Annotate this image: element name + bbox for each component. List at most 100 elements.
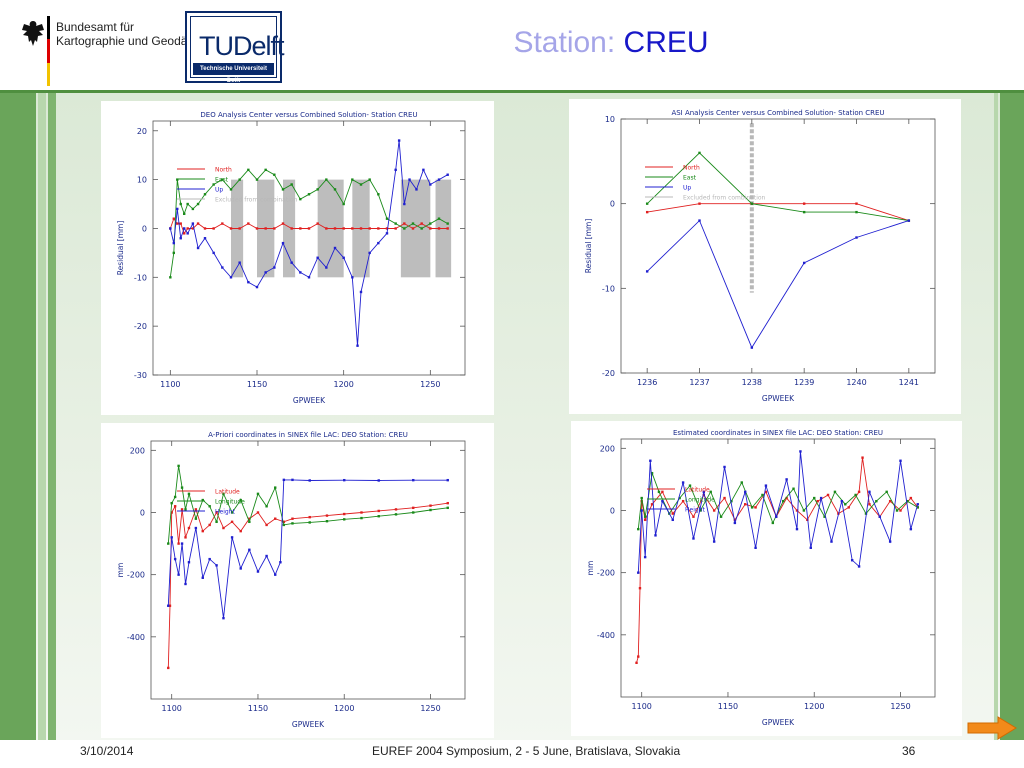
series-point: [184, 508, 187, 511]
series-point: [281, 241, 285, 245]
series-point: [854, 493, 857, 497]
series-point: [274, 573, 277, 576]
legend-label: North: [215, 167, 232, 174]
series-point: [179, 222, 182, 225]
series-point: [351, 227, 354, 230]
series-point: [826, 493, 830, 497]
series-point: [771, 521, 775, 525]
series-point: [170, 501, 173, 505]
series-point: [909, 496, 913, 500]
y-axis-label: Residual [mm]: [116, 221, 125, 276]
series-point: [661, 499, 664, 503]
series-point: [265, 554, 268, 558]
y-tick-label: 0: [140, 508, 145, 517]
y-axis-label: Residual [mm]: [584, 219, 593, 274]
series-point: [650, 471, 654, 475]
series-point: [180, 486, 184, 489]
series-point: [230, 536, 234, 539]
series-point: [645, 210, 649, 214]
series-point: [212, 251, 215, 255]
series-point: [637, 527, 640, 531]
legend-label: East: [683, 175, 697, 182]
series-point: [173, 495, 177, 499]
right-stripe-light: [994, 93, 998, 740]
series-point: [868, 503, 871, 506]
series-point: [429, 222, 432, 225]
legend-label: Latitude: [685, 487, 710, 494]
series-point: [316, 222, 319, 225]
y-tick-label: 0: [610, 200, 615, 209]
y-tick-label: 10: [137, 176, 147, 185]
series-line-up: [169, 140, 448, 346]
series-point: [792, 487, 795, 490]
series-point: [186, 232, 189, 235]
series-point: [222, 616, 225, 620]
footer-date: 3/10/2014: [80, 744, 134, 758]
series-point: [167, 542, 170, 545]
plot-frame: [152, 120, 466, 376]
series-point: [645, 202, 649, 205]
series-point: [692, 515, 695, 518]
series-point: [916, 506, 919, 509]
series-point: [208, 505, 211, 508]
series-point: [183, 212, 186, 216]
series-point: [307, 193, 311, 196]
legend-label: Excluded from combination: [215, 197, 298, 204]
series-point: [857, 490, 861, 494]
series-point: [229, 276, 233, 279]
series-point: [201, 498, 204, 502]
series-point: [733, 518, 737, 522]
series-point: [429, 504, 432, 507]
series-point: [187, 526, 191, 530]
series-point: [408, 178, 411, 181]
series-point: [446, 227, 449, 230]
series-point: [733, 521, 737, 525]
series-point: [351, 276, 354, 279]
y-tick-label: -20: [602, 369, 615, 378]
series-point: [208, 523, 211, 527]
series-point: [168, 604, 172, 607]
series-point: [308, 515, 311, 519]
series-point: [215, 520, 218, 524]
series-point: [183, 227, 186, 230]
next-slide-arrow-icon[interactable]: [966, 716, 1018, 740]
series-point: [203, 193, 207, 196]
series-point: [256, 492, 260, 496]
estimated-coordinates-chart: Estimated coordinates in SINEX file LAC:…: [586, 429, 936, 727]
series-point: [412, 511, 415, 514]
series-point: [875, 499, 878, 503]
series-point: [802, 261, 806, 265]
series-point: [429, 227, 432, 230]
plot-frame: [150, 440, 466, 700]
chart-title: Estimated coordinates in SINEX file LAC:…: [673, 429, 883, 437]
series-point: [176, 178, 179, 181]
series-point: [819, 496, 823, 500]
org-line-2: Kartographie und Geodäsie: [56, 34, 203, 48]
series-point: [279, 561, 282, 564]
series-point: [446, 222, 449, 225]
chart-panel-asi-residuals: ASI Analysis Center versus Combined Solu…: [569, 99, 961, 414]
series-point: [661, 490, 664, 494]
series-point: [709, 490, 712, 494]
y-axis-label: mm: [116, 563, 125, 578]
series-point: [730, 499, 733, 503]
series-point: [343, 478, 346, 482]
deo-residuals-chart: DEO Analysis Center versus Combined Solu…: [116, 111, 466, 405]
series-point: [264, 227, 267, 230]
series-point: [723, 496, 726, 500]
series-point: [654, 534, 657, 537]
series-point: [299, 197, 302, 201]
series-point: [385, 217, 389, 220]
series-point: [239, 498, 242, 502]
x-axis-label: GPWEEK: [762, 394, 795, 403]
series-line-height: [637, 451, 919, 573]
series-point: [907, 219, 911, 222]
series-point: [411, 222, 415, 225]
y-tick-label: -30: [134, 371, 147, 380]
series-point: [640, 496, 643, 500]
series-point: [238, 227, 241, 230]
series-point: [342, 256, 345, 259]
right-stripe: [1000, 93, 1024, 740]
series-point: [840, 499, 844, 503]
legend-label: Up: [215, 187, 223, 194]
